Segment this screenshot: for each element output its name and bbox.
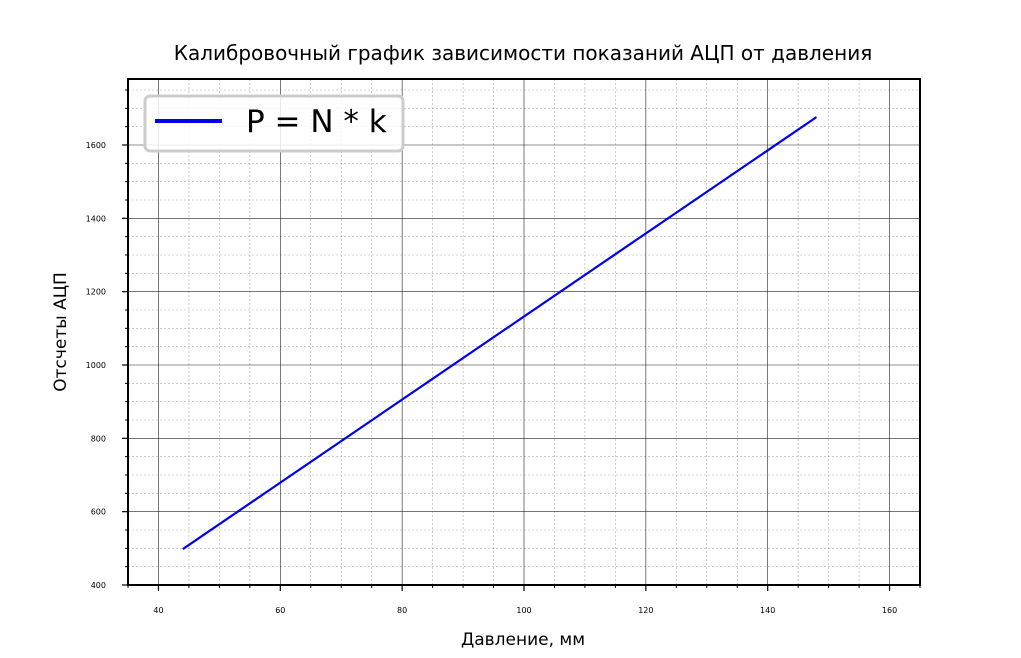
y-tick-label: 1000 <box>86 361 106 370</box>
y-tick-label: 1400 <box>86 214 106 223</box>
legend-box <box>143 94 405 153</box>
x-tick-label: 160 <box>882 606 897 615</box>
x-tick-label: 40 <box>153 606 163 615</box>
y-tick-label: 1200 <box>86 288 106 297</box>
chart-title: Калибровочный график зависимости показан… <box>174 41 872 65</box>
y-tick-label: 400 <box>91 581 106 590</box>
y-axis-label: Отсчеты АЦП <box>51 272 71 391</box>
series-line <box>182 116 818 550</box>
y-tick-label: 1600 <box>86 141 106 150</box>
x-tick-label: 60 <box>275 606 285 615</box>
x-tick-label: 140 <box>760 606 775 615</box>
y-tick-label: 800 <box>91 434 106 443</box>
legend-label: P = N * k <box>246 104 387 140</box>
y-tick-label: 600 <box>91 508 106 517</box>
x-tick-label: 120 <box>638 606 653 615</box>
plot-area: 40 60 80 100 120 140 160 400 600 800 1000 1200 1400 1… <box>86 78 921 615</box>
x-axis-label: Давление, мм <box>461 630 585 650</box>
x-tick-label: 80 <box>397 606 407 615</box>
x-tick-label: 100 <box>516 606 531 615</box>
legend: P = N * k <box>143 94 405 153</box>
